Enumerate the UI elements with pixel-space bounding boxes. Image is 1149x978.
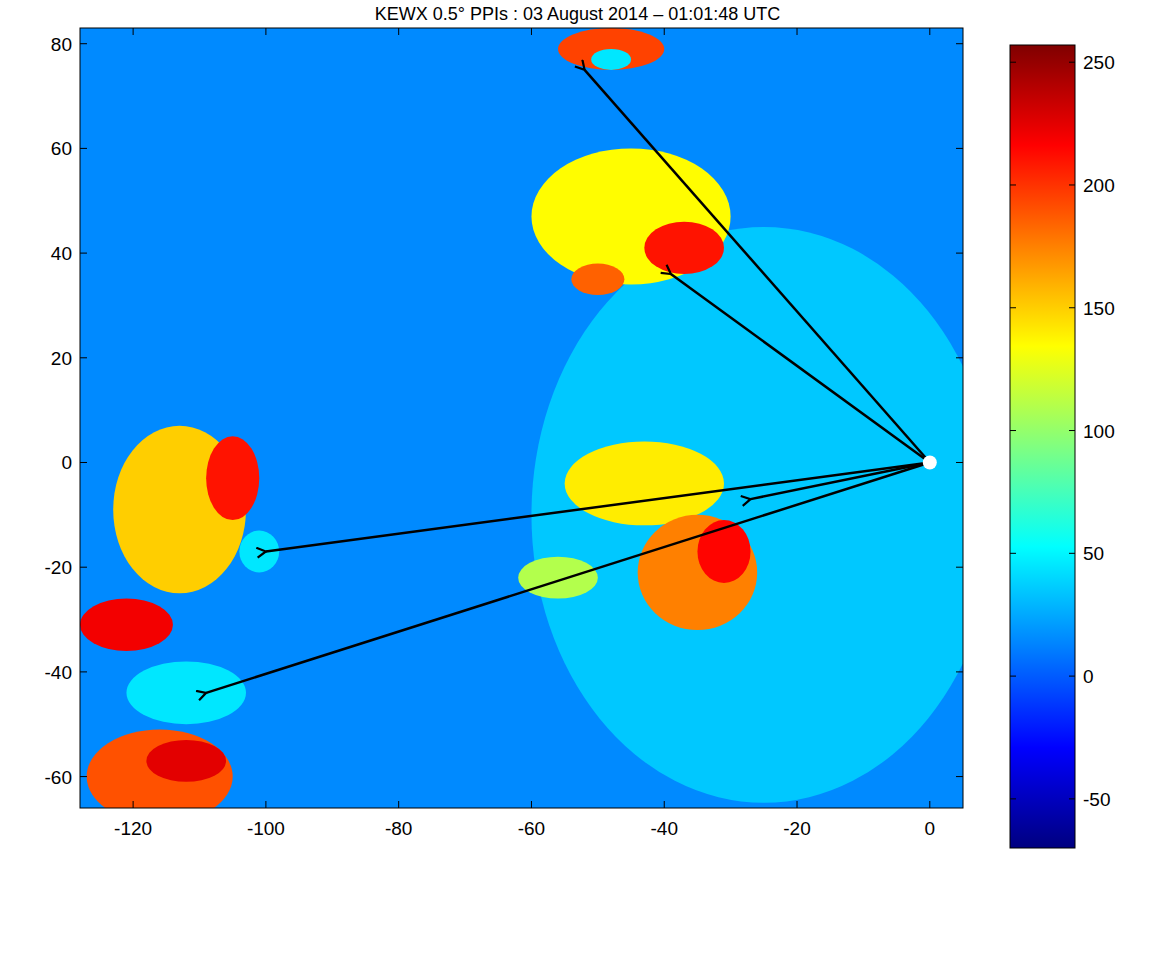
- y-tick-label: 60: [51, 138, 72, 159]
- echo: [565, 442, 724, 526]
- colorbar-tick-label: 200: [1083, 175, 1115, 196]
- y-tick-label: -60: [45, 767, 72, 788]
- colorbar-tick: [1069, 553, 1075, 554]
- chart: KEWX 0.5° PPIs : 03 August 2014 – 01:01:…: [0, 0, 1149, 978]
- y-tick: [80, 776, 87, 777]
- arrow: [266, 462, 930, 551]
- x-tick-label: 0: [925, 818, 936, 839]
- title: KEWX 0.5° PPIs : 03 August 2014 – 01:01:…: [375, 4, 780, 24]
- y-tick: [956, 671, 963, 672]
- y-tick: [956, 357, 963, 358]
- colorbar: [1010, 45, 1075, 848]
- y-tick: [80, 671, 87, 672]
- x-tick: [398, 801, 399, 808]
- echo: [518, 557, 598, 599]
- y-tick: [80, 253, 87, 254]
- colorbar-tick: [1069, 430, 1075, 431]
- colorbar-tick: [1069, 62, 1075, 63]
- colorbar-tick-label: 50: [1083, 543, 1104, 564]
- echo: [638, 515, 758, 630]
- y-tick: [80, 567, 87, 568]
- colorbar-tick-label: 0: [1083, 666, 1094, 687]
- x-tick: [797, 28, 798, 35]
- x-tick-label: -100: [247, 818, 285, 839]
- y-tick: [80, 462, 87, 463]
- echo: [697, 520, 750, 583]
- echo: [206, 436, 259, 520]
- x-tick: [265, 801, 266, 808]
- colorbar-tick: [1010, 62, 1016, 63]
- colorbar-tick-label: 150: [1083, 298, 1115, 319]
- echo: [146, 740, 226, 782]
- echo: [531, 227, 963, 803]
- colorbar-tick-label: 250: [1083, 52, 1115, 73]
- x-tick-label: -20: [783, 818, 810, 839]
- colorbar-tick: [1069, 307, 1075, 308]
- x-tick: [265, 28, 266, 35]
- colorbar-tick: [1069, 798, 1075, 799]
- x-tick: [797, 801, 798, 808]
- colorbar-tick: [1010, 184, 1016, 185]
- y-tick: [80, 43, 87, 44]
- x-tick: [664, 28, 665, 35]
- y-tick-label: 80: [51, 34, 72, 55]
- y-tick: [956, 462, 963, 463]
- y-tick-label: 20: [51, 348, 72, 369]
- x-tick: [929, 801, 930, 808]
- y-tick: [956, 43, 963, 44]
- colorbar-tick: [1010, 798, 1016, 799]
- y-tick: [956, 567, 963, 568]
- echo: [558, 28, 664, 70]
- x-tick: [133, 801, 134, 808]
- y-tick: [80, 148, 87, 149]
- frame: [80, 28, 963, 808]
- x-tick: [929, 28, 930, 35]
- y-tick: [956, 776, 963, 777]
- echo: [531, 148, 730, 284]
- y-tick-label: 40: [51, 243, 72, 264]
- y-tick-label: -20: [45, 557, 72, 578]
- colorbar-tick-label: -50: [1083, 789, 1110, 810]
- x-tick-label: -120: [114, 818, 152, 839]
- colorbar-tick: [1010, 430, 1016, 431]
- x-tick-label: -40: [651, 818, 678, 839]
- echo: [591, 49, 631, 70]
- colorbar-tick: [1010, 307, 1016, 308]
- colorbar-tick: [1069, 676, 1075, 677]
- arrow: [585, 70, 930, 463]
- y-tick-label: -40: [45, 662, 72, 683]
- plot-area: [80, 28, 963, 808]
- echo: [126, 661, 246, 724]
- colorbar-tick: [1069, 184, 1075, 185]
- y-tick-label: 0: [61, 452, 72, 473]
- x-tick: [664, 801, 665, 808]
- y-tick: [956, 148, 963, 149]
- x-tick-label: -60: [518, 818, 545, 839]
- radar-site: [923, 455, 937, 469]
- echo: [87, 729, 233, 808]
- x-tick: [531, 801, 532, 808]
- colorbar-tick: [1010, 676, 1016, 677]
- x-tick: [398, 28, 399, 35]
- colorbar-tick: [1010, 553, 1016, 554]
- echo: [80, 599, 173, 651]
- echo: [644, 222, 724, 274]
- x-tick: [133, 28, 134, 35]
- y-tick: [80, 357, 87, 358]
- y-tick: [956, 253, 963, 254]
- colorbar-tick-label: 100: [1083, 421, 1115, 442]
- x-tick-label: -80: [385, 818, 412, 839]
- echo: [571, 264, 624, 295]
- arrow: [671, 274, 930, 462]
- arrow: [206, 462, 930, 692]
- arrow: [751, 462, 930, 499]
- x-tick: [531, 28, 532, 35]
